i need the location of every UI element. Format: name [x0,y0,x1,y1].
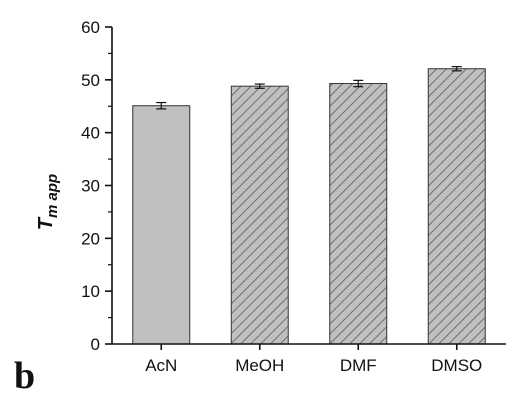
x-tick-label: DMSO [431,356,482,375]
y-ticks: 0 10 20 30 40 50 60 [81,18,112,354]
panel-label: b [14,355,35,397]
bar-dmso [427,68,486,345]
x-tick-label: MeOH [235,356,284,375]
x-tick-label: AcN [145,356,177,375]
y-tick-label: 60 [81,18,100,37]
y-tick-label: 0 [91,335,100,354]
error-bars-layer [156,66,462,110]
x-tick-label: DMF [340,356,377,375]
error-bar-meoh [254,83,265,89]
bar-acn [132,105,191,345]
y-axis-label-subscript: m app [44,174,61,218]
error-bar-dmf [353,79,364,88]
y-tick-label: 10 [81,282,100,301]
y-axis-label: Tm app [35,174,61,230]
x-ticks: AcN MeOH DMF DMSO [145,344,482,375]
error-bar-acn [156,101,167,110]
error-bar-dmso [451,66,462,72]
y-tick-label: 20 [81,229,100,248]
y-tick-label: 50 [81,71,100,90]
bar-meoh [230,85,289,345]
bars-layer [132,68,486,345]
y-axis-label-main: T [35,216,57,230]
bar-dmf [329,83,388,345]
y-tick-label: 30 [81,177,100,196]
y-tick-label: 40 [81,124,100,143]
